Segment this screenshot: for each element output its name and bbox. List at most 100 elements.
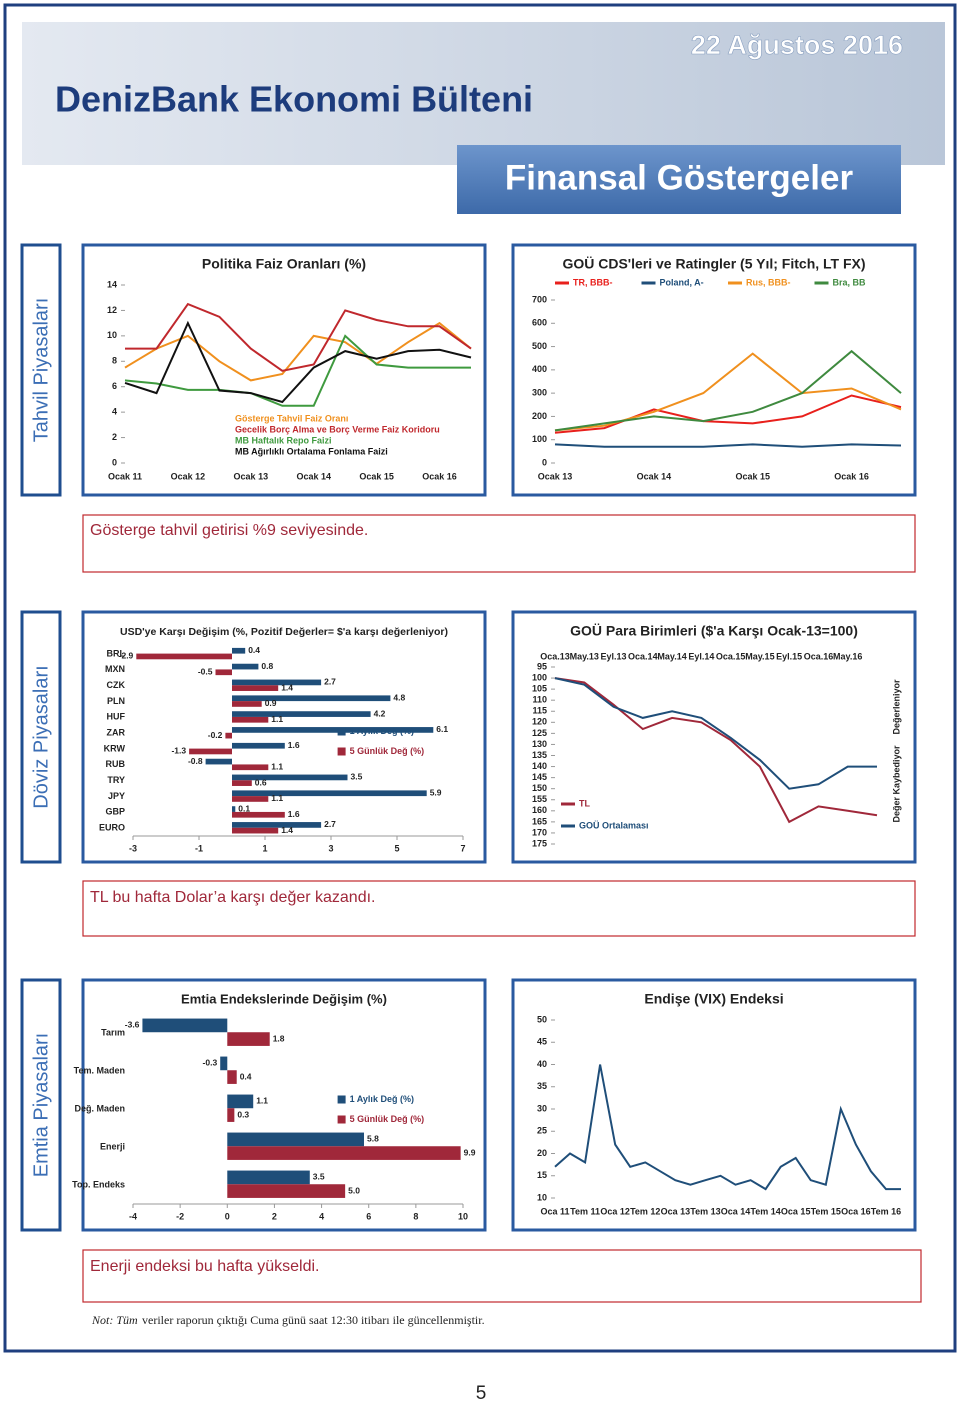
page-border	[3, 3, 957, 1353]
legend-swatch	[337, 727, 346, 736]
bar	[232, 742, 285, 749]
category-label: TRY	[107, 775, 125, 785]
x-tick-label: Oca 11	[540, 1206, 569, 1216]
x-tick-label: Tem 15	[811, 1206, 841, 1216]
x-tick-label: Tem 14	[750, 1206, 780, 1216]
x-tick-label: 10	[458, 1211, 468, 1221]
header-date: 22 Ağustos 2016	[691, 30, 903, 60]
y-tick-label: 125	[532, 728, 547, 738]
legend-label: TR, BBB-	[573, 277, 613, 287]
value-label: 0.8	[261, 661, 273, 671]
category-label: MXN	[105, 664, 125, 674]
note-lead: Not: Tüm	[91, 1313, 138, 1327]
section-labels: Tahvil Piyasaları Döviz Piyasaları Emtia…	[20, 243, 62, 1232]
legend-label: MB Haftalık Repo Faizi	[235, 435, 332, 445]
category-label: Enerji	[100, 1141, 125, 1151]
value-label: 9.9	[464, 1147, 476, 1157]
bar	[232, 711, 371, 717]
note-text: veriler raporun çıktığı Cuma günü saat 1…	[142, 1313, 485, 1327]
x-tick-label: Eyl.14	[688, 651, 714, 661]
chart: Politika Faiz Oranları (%) 0 2 4 6 8 10 12 14 Oca…	[81, 243, 487, 497]
bar	[227, 1132, 364, 1147]
y-tick-label: 0	[542, 457, 547, 467]
bar	[232, 790, 427, 797]
x-tick-label: -3	[129, 843, 137, 853]
bar	[232, 695, 391, 702]
category-label: BRL	[107, 648, 126, 658]
y-tick-label: 30	[537, 1103, 547, 1113]
x-tick-label: 3	[328, 843, 333, 853]
value-label: 1.1	[271, 762, 283, 772]
legend-label: MB Ağırlıklı Ortalama Fonlama Faizi	[235, 446, 388, 456]
section-label-box	[20, 610, 62, 864]
category-label: Değ. Maden	[74, 1103, 125, 1113]
bar	[227, 1170, 310, 1185]
y-tick-label: 6	[112, 381, 117, 391]
y-tick-label: 155	[532, 794, 547, 804]
bar	[205, 758, 232, 765]
header-band	[22, 22, 945, 165]
bar	[232, 716, 269, 723]
value-label: 3.5	[351, 772, 363, 782]
legend-label: Poland, A-	[660, 277, 704, 287]
comment-box	[82, 880, 916, 937]
section-banner-text: Finansal Göstergeler	[505, 158, 854, 197]
value-label: 0.4	[248, 645, 260, 655]
section-label: Döviz Piyasaları	[30, 665, 52, 808]
value-label: 2.7	[324, 677, 336, 687]
value-label: 5.0	[348, 1185, 360, 1195]
y-tick-label: 95	[537, 661, 547, 671]
section-banner	[457, 145, 901, 214]
chart-title: GOÜ Para Birimleri ($'a Karşı Ocak-13=10…	[570, 623, 858, 639]
annotation: Değer Kaybediyor	[891, 745, 901, 823]
value-label: 1.1	[271, 793, 283, 803]
x-tick-label: May.15	[745, 651, 774, 661]
y-tick-label: 165	[532, 816, 547, 826]
x-tick-label: Tem 13	[690, 1206, 720, 1216]
y-tick-label: 10	[107, 330, 117, 340]
value-label: 3.5	[313, 1172, 325, 1182]
legend-label: 5 Günlük Değ (%)	[350, 1114, 425, 1124]
header-title: DenizBank Ekonomi Bülteni	[55, 79, 533, 120]
x-tick-label: 5	[394, 843, 399, 853]
category-label: ZAR	[107, 727, 126, 737]
y-tick-label: 10	[537, 1192, 547, 1202]
section-label-box	[20, 978, 62, 1232]
bar	[215, 669, 232, 676]
comment-box	[82, 514, 916, 573]
value-label: 1.1	[256, 1096, 268, 1106]
value-label: 1.1	[271, 714, 283, 724]
y-tick-label: 100	[532, 672, 547, 682]
value-label: 4.2	[374, 708, 386, 718]
value-label: 0.4	[240, 1071, 252, 1081]
legend-label: TL	[579, 798, 590, 808]
y-tick-label: 35	[537, 1081, 547, 1091]
x-tick-label: Oca 13	[661, 1206, 691, 1216]
chart: GOÜ Para Birimleri ($'a Karşı Ocak-13=10…	[511, 610, 917, 864]
legend-label: 1 Aylık Değ (%)	[350, 1094, 414, 1104]
bar	[232, 811, 285, 818]
category-label: Tem. Maden	[74, 1065, 125, 1075]
category-label: Tarım	[101, 1027, 125, 1037]
x-tick-label: May.16	[833, 651, 862, 661]
bar	[227, 1032, 270, 1046]
x-tick-label: Tem 11	[570, 1206, 600, 1216]
category-label: CZK	[107, 680, 126, 690]
x-tick-label: Oca 16	[841, 1206, 871, 1216]
legend-label: 5 Günlük Değ (%)	[350, 746, 425, 756]
section-label-box	[20, 243, 62, 497]
series-line	[125, 302, 472, 372]
series-line	[554, 443, 902, 448]
x-tick-label: Oca.13	[540, 651, 570, 661]
x-tick-label: Ocak 14	[296, 471, 331, 481]
y-tick-label: 115	[532, 706, 547, 716]
chart-frame	[511, 610, 917, 864]
series-line	[554, 677, 878, 824]
bar	[189, 748, 232, 755]
legend-label: 1 Aylık Değ (%)	[350, 726, 414, 736]
y-tick-label: 110	[532, 695, 547, 705]
y-tick-label: 4	[112, 407, 117, 417]
value-label: 1.6	[288, 740, 300, 750]
bar	[227, 1070, 237, 1084]
value-label: -0.8	[188, 756, 203, 766]
